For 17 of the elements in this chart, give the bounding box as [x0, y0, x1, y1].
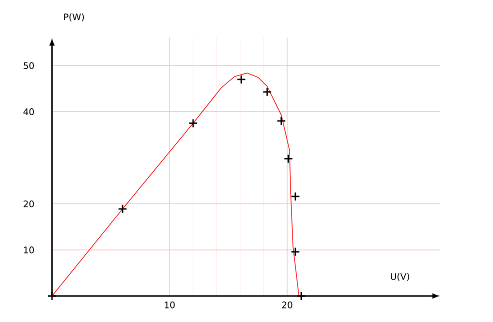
x-axis-title: U(V)	[390, 272, 410, 281]
point	[290, 192, 300, 202]
point	[118, 204, 128, 214]
point	[262, 87, 272, 97]
y-tick-label: 50	[24, 62, 34, 70]
line-series	[52, 72, 300, 296]
point	[290, 247, 300, 256]
point	[236, 74, 246, 84]
y-axis-title: P(W)	[64, 13, 84, 22]
point	[188, 118, 198, 128]
y-tick-label: 10	[24, 246, 34, 254]
point	[296, 291, 306, 301]
point	[47, 291, 57, 301]
point	[284, 154, 294, 164]
y-tick-label: 40	[23, 108, 34, 116]
point	[276, 116, 286, 126]
y-tick-label: 20	[24, 200, 34, 208]
